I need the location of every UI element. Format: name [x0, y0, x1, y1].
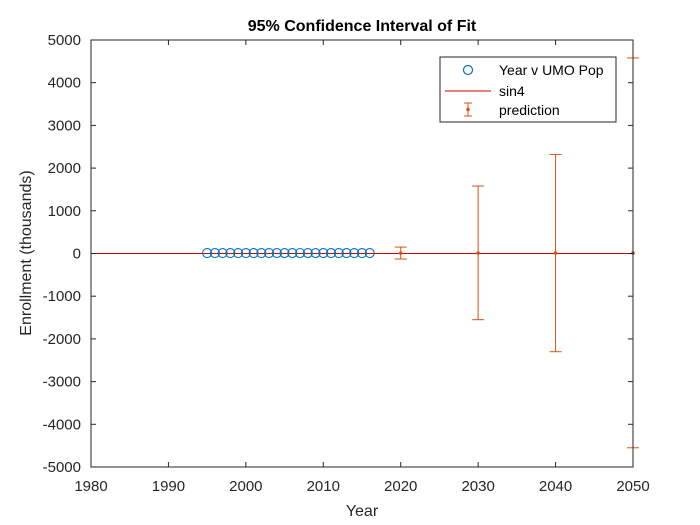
- y-tick-label: -1000: [43, 288, 81, 305]
- axis-ticks: [90, 39, 634, 468]
- scatter-point: [279, 247, 290, 259]
- scatter-point: [333, 247, 344, 259]
- y-tick-label: -3000: [43, 374, 81, 391]
- scatter-point: [256, 247, 267, 259]
- y-tick-label: -4000: [43, 416, 81, 433]
- chart-title: 95% Confidence Interval of Fit: [248, 18, 477, 35]
- scatter-point: [310, 247, 321, 259]
- legend-marker-scatter: [462, 64, 474, 76]
- y-tick-label: -2000: [43, 331, 81, 348]
- scatter-point: [341, 247, 352, 259]
- legend-label-line: sin4: [499, 83, 525, 99]
- legend-entry-errorbar: prediction: [464, 102, 560, 118]
- legend-entry-scatter: Year v UMO Pop: [462, 62, 604, 78]
- scatter-point: [209, 247, 220, 259]
- legend: Year v UMO Pop sin4 prediction: [439, 56, 617, 123]
- x-tick-label: 2050: [616, 478, 649, 495]
- y-tick-label: -5000: [43, 459, 81, 476]
- scatter-point: [295, 247, 306, 259]
- scatter-point: [217, 247, 228, 259]
- scatter-point: [240, 247, 251, 259]
- scatter-point: [233, 247, 244, 259]
- x-tick-label: 1990: [152, 478, 185, 495]
- scatter-point: [364, 247, 375, 259]
- x-tick-label: 1980: [74, 478, 107, 495]
- scatter-point: [225, 247, 236, 259]
- legend-label-errorbar: prediction: [499, 102, 560, 118]
- x-tick-label: 2030: [461, 478, 494, 495]
- errorbar-point: [476, 251, 480, 255]
- scatter-point: [356, 247, 368, 259]
- y-axis-label: Enrollment (thousands): [18, 170, 35, 335]
- y-tick-label: 3000: [48, 117, 81, 134]
- scatter-point: [248, 247, 259, 259]
- legend-label-scatter: Year v UMO Pop: [499, 62, 604, 78]
- y-tick-label: 2000: [48, 160, 81, 177]
- legend-entry-line: sin4: [445, 83, 525, 99]
- scatter-point: [271, 247, 282, 259]
- y-tick-label: 4000: [48, 75, 81, 92]
- x-axis-label: Year: [346, 503, 379, 520]
- y-tick-label: 1000: [48, 203, 81, 220]
- x-tick-label: 2000: [229, 478, 262, 495]
- scatter-point: [349, 247, 360, 259]
- y-tick-label: 0: [73, 246, 81, 263]
- errorbar-point: [553, 251, 558, 255]
- x-tick-label: 2040: [539, 478, 572, 495]
- x-tick-label: 2020: [384, 478, 417, 495]
- scatter-point: [287, 247, 298, 259]
- legend-box: [439, 56, 617, 123]
- scatter-point: [202, 248, 213, 259]
- scatter-point: [302, 247, 313, 259]
- y-tick-labels: 5000 4000 3000 2000 1000 0 -1000 -2000 -3000 -400…: [43, 32, 81, 476]
- errorbar-point: [398, 251, 403, 255]
- x-tick-label: 2010: [307, 478, 340, 495]
- y-tick-label: 5000: [48, 32, 81, 49]
- x-tick-labels: 1980 1990 2000 2010 2020 2030 2040 2050: [74, 478, 649, 495]
- scatter-point: [318, 247, 329, 259]
- scatter-point: [264, 247, 275, 259]
- scatter-point: [325, 247, 337, 259]
- legend-errorbar-point: [466, 107, 470, 112]
